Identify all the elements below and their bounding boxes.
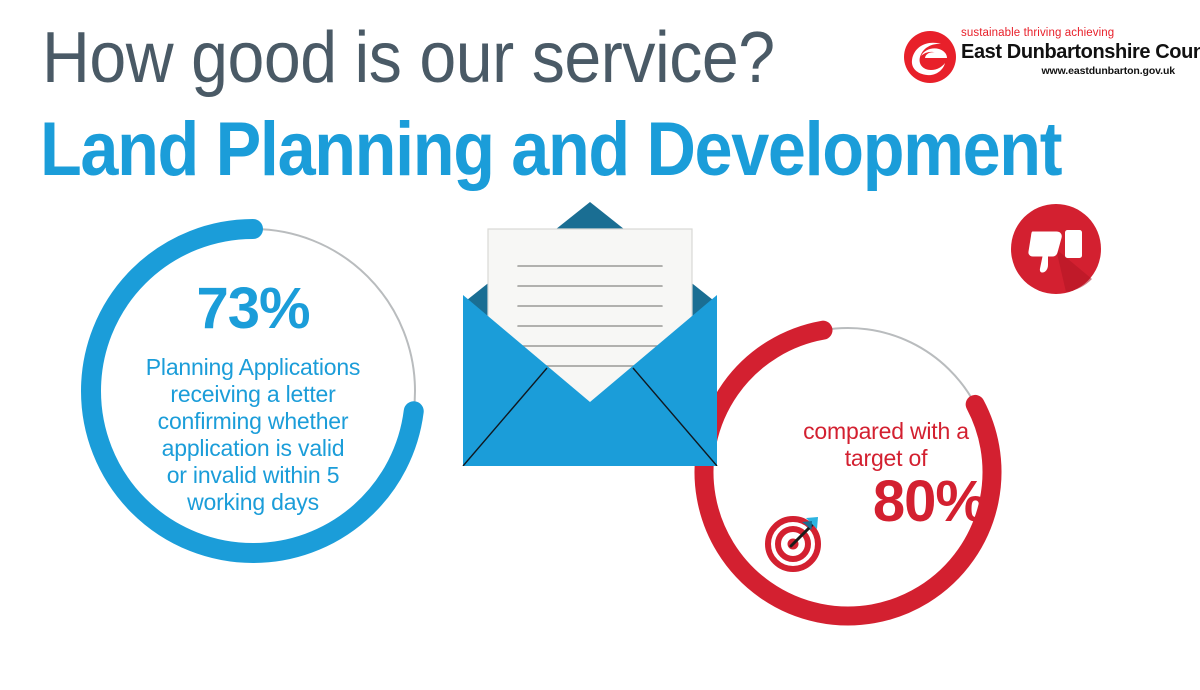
actual-percent-caption: Planning Applications receiving a letter… xyxy=(112,354,394,516)
caption-line: receiving a letter xyxy=(170,381,336,407)
red-stat-block: compared with a target of 80% xyxy=(762,418,990,572)
target-caption: compared with a target of xyxy=(762,418,990,472)
council-logo-text: sustainable thriving achieving East Dunb… xyxy=(961,26,1200,88)
page-subtitle: Land Planning and Development xyxy=(40,107,1063,192)
caption-line: working days xyxy=(187,489,319,515)
donut-chart-actual-73 xyxy=(81,219,425,563)
logo-tagline: sustainable thriving achieving xyxy=(961,27,1115,39)
caption-line: confirming whether xyxy=(157,408,349,434)
actual-percent-value: 73% xyxy=(196,276,310,341)
east-dunbartonshire-e-swoosh-icon xyxy=(904,31,956,83)
target-with-arrow-icon xyxy=(765,516,821,572)
blue-stat-block: 73% Planning Applications receiving a le… xyxy=(112,278,394,516)
council-logo: sustainable thriving achieving East Dunb… xyxy=(903,26,1200,88)
logo-council-name: East Dunbartonshire Council xyxy=(961,41,1200,63)
donut-chart-target-80 xyxy=(694,318,1002,626)
target-percent-value: 80% xyxy=(872,469,987,534)
target-percent-wrap: 80% xyxy=(762,469,990,572)
caption-line: Planning Applications xyxy=(145,354,361,380)
caption-line: target of xyxy=(844,445,928,471)
thumbs-down-icon xyxy=(1011,204,1101,294)
page-title: How good is our service? xyxy=(42,18,775,98)
caption-line: or invalid within 5 xyxy=(166,462,340,488)
logo-website-url: www.eastdunbarton.gov.uk xyxy=(1041,65,1175,77)
open-envelope-with-letter-icon xyxy=(462,202,718,466)
caption-line: compared with a xyxy=(803,418,969,444)
caption-line: application is valid xyxy=(161,435,345,461)
